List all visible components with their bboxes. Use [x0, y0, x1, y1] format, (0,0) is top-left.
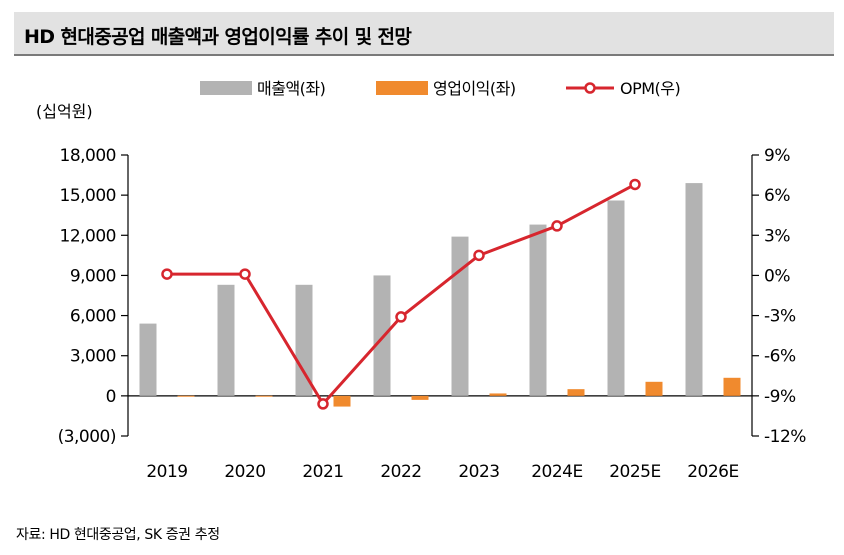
- left-tick-label: (3,000): [58, 427, 116, 447]
- right-tick-label: -6%: [764, 347, 796, 367]
- op-income-bar: [645, 381, 663, 396]
- left-tick-label: 9,000: [70, 266, 116, 286]
- revenue-bar: [373, 275, 391, 396]
- unit-label: (십억원): [36, 102, 93, 121]
- opm-line: [167, 183, 636, 406]
- left-tick-label: 3,000: [70, 347, 116, 367]
- revenue-bar: [607, 200, 625, 396]
- right-tick-label: 9%: [764, 146, 790, 166]
- opm-point: [317, 398, 329, 410]
- opm-point: [161, 268, 173, 280]
- right-tick-label: 6%: [764, 186, 790, 206]
- legend-label-opm: OPM(우): [620, 79, 680, 98]
- right-tick-label: -9%: [764, 387, 796, 407]
- op-income-bar: [567, 389, 585, 396]
- revenue-bar: [451, 236, 469, 396]
- right-tick-label: -3%: [764, 307, 796, 327]
- x-tick-label: 2022: [380, 462, 421, 482]
- source-note: 자료: HD 현대중공업, SK 증권 추정: [16, 527, 220, 543]
- left-tick-label: 0: [106, 387, 116, 407]
- op-income-bar: [723, 377, 741, 396]
- x-tick-label: 2026E: [687, 462, 739, 482]
- title-bar: HD 현대중공업 매출액과 영업이익률 추이 및 전망: [14, 12, 834, 56]
- legend-swatch-revenue: [200, 81, 252, 95]
- opm-point: [395, 311, 407, 323]
- right-tick-label: 0%: [764, 266, 790, 286]
- x-tick-label: 2020: [224, 462, 265, 482]
- left-tick-label: 15,000: [60, 186, 116, 206]
- revenue-bar: [139, 323, 157, 396]
- op-income-bar: [177, 395, 195, 397]
- right-tick-label: -12%: [764, 427, 806, 447]
- legend-swatch-opm-marker: [584, 82, 596, 94]
- opm-point: [473, 249, 485, 262]
- left-tick-label: 6,000: [70, 307, 116, 327]
- right-tick-label: 3%: [764, 226, 790, 246]
- opm-point: [629, 178, 641, 191]
- x-tick-label: 2024E: [531, 462, 583, 482]
- revenue-bar: [685, 183, 703, 396]
- x-tick-label: 2019: [146, 462, 187, 482]
- legend-label-revenue: 매출액(좌): [257, 79, 325, 98]
- op-income-bar: [489, 393, 507, 396]
- x-tick-label: 2021: [302, 462, 343, 482]
- x-tick-label: 2023: [458, 462, 499, 482]
- revenue-bar: [295, 284, 313, 396]
- revenue-bar: [217, 284, 235, 396]
- op-income-bar: [411, 395, 429, 400]
- left-tick-label: 18,000: [60, 146, 116, 166]
- op-income-bar: [333, 395, 351, 407]
- revenue-bar: [529, 224, 547, 396]
- opm-point: [239, 268, 251, 280]
- legend-swatch-op-income: [376, 81, 428, 95]
- opm-point: [551, 220, 563, 232]
- chart-title: HD 현대중공업 매출액과 영업이익률 추이 및 전망: [24, 26, 412, 48]
- left-tick-label: 12,000: [60, 226, 116, 246]
- legend-label-op-income: 영업이익(좌): [433, 79, 516, 98]
- x-tick-label: 2025E: [609, 462, 661, 482]
- op-income-bar: [255, 395, 273, 397]
